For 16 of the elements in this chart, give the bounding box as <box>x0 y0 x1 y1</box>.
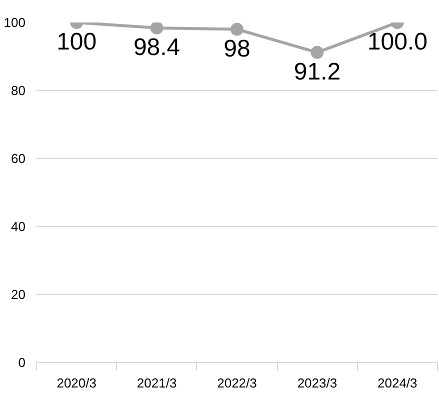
x-tick-label: 2023/3 <box>297 376 338 390</box>
data-label: 100 <box>56 28 97 56</box>
data-label: 100.0 <box>367 28 428 56</box>
y-tick-label: 20 <box>11 287 26 302</box>
x-tick-label: 2021/3 <box>136 376 177 390</box>
y-tick-label: 0 <box>18 355 26 370</box>
y-tick-label: 40 <box>11 219 26 234</box>
x-tick-label: 2022/3 <box>217 376 257 390</box>
x-tick-label: 2020/3 <box>56 376 96 390</box>
y-tick-label: 60 <box>11 151 26 166</box>
data-label: 98 <box>224 35 250 62</box>
data-label: 98.4 <box>133 34 180 61</box>
data-label: 91.2 <box>294 58 341 86</box>
y-tick-label: 100 <box>4 15 26 30</box>
x-tick-label: 2024/3 <box>378 376 418 390</box>
y-tick-label: 80 <box>11 83 26 98</box>
